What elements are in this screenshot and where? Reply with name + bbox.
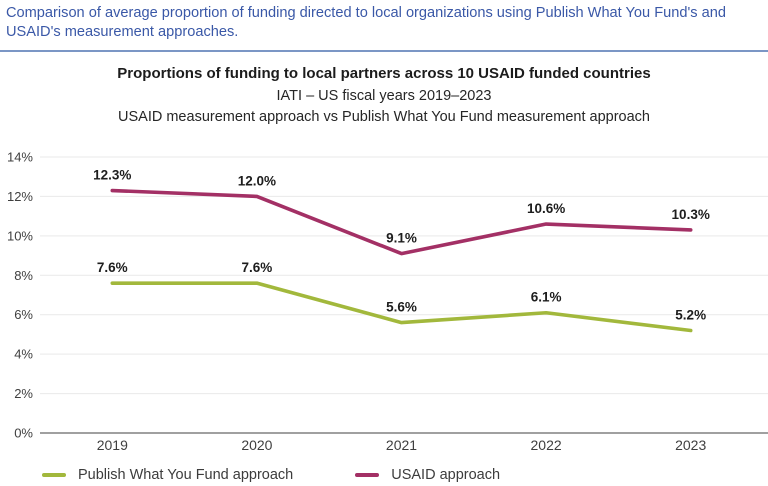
data-label-pwyf: 5.2%: [675, 307, 706, 322]
x-tick-label: 2022: [531, 437, 562, 453]
chart-subtitle-comparison: USAID measurement approach vs Publish Wh…: [118, 109, 650, 126]
data-label-pwyf: 7.6%: [242, 260, 273, 275]
y-tick-label: 8%: [14, 267, 33, 282]
data-label-pwyf: 7.6%: [97, 260, 128, 275]
x-tick-label: 2020: [241, 437, 272, 453]
legend-swatch-pwyf: [42, 472, 66, 477]
legend-item-usaid: USAID approach: [355, 467, 500, 483]
x-tick-label: 2019: [97, 437, 128, 453]
legend-item-pwyf: Publish What You Fund approach: [42, 467, 293, 483]
data-label-usaid: 12.0%: [238, 173, 276, 188]
y-tick-label: 6%: [14, 307, 33, 322]
y-tick-label: 4%: [14, 346, 33, 361]
y-tick-label: 0%: [14, 425, 33, 440]
data-label-usaid: 12.3%: [93, 167, 131, 182]
line-chart: 0% 2% 4% 6% 8% 10% 12% 14% 2019 2020 2021 2022 2023 7…: [7, 149, 768, 453]
y-tick-label: 2%: [14, 386, 33, 401]
data-label-pwyf: 5.6%: [386, 299, 417, 314]
data-label-usaid: 10.6%: [527, 201, 565, 216]
legend-swatch-usaid: [355, 472, 380, 477]
data-label-pwyf: 6.1%: [531, 289, 562, 304]
data-label-usaid: 9.1%: [386, 230, 417, 245]
series-line-pwyf: [110, 280, 693, 332]
y-tick-label: 14%: [7, 149, 33, 164]
x-tick-label: 2021: [386, 437, 417, 453]
chart-legend: Publish What You Fund approach USAID appr…: [42, 467, 768, 483]
report-caption: Comparison of average proportion of fund…: [0, 0, 768, 52]
chart-title: Proportions of funding to local partners…: [117, 64, 651, 82]
chart-subtitle-period: IATI – US fiscal years 2019–2023: [276, 87, 492, 104]
x-tick-label: 2023: [675, 437, 706, 453]
chart-title-block: Proportions of funding to local partners…: [0, 65, 768, 127]
series-line-usaid: [110, 188, 693, 255]
data-label-usaid: 10.3%: [672, 206, 710, 221]
legend-label-pwyf: Publish What You Fund approach: [78, 466, 294, 483]
legend-label-usaid: USAID approach: [391, 466, 501, 483]
y-tick-label: 10%: [7, 228, 33, 243]
y-tick-label: 12%: [7, 188, 33, 203]
